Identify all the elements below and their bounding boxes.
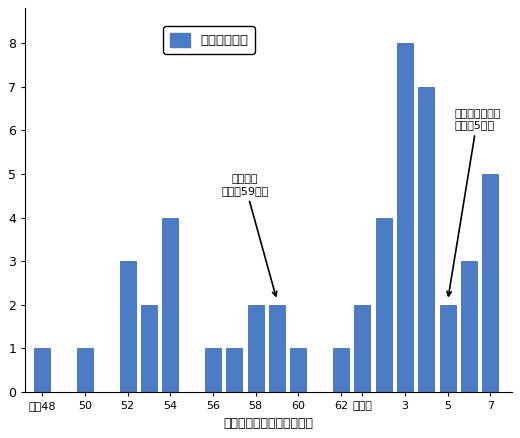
Bar <box>290 349 306 392</box>
Text: 閣議決定
（昭和59年）: 閣議決定 （昭和59年） <box>222 174 277 296</box>
Bar <box>141 305 157 392</box>
Bar <box>162 218 178 392</box>
Bar <box>375 218 392 392</box>
Bar <box>483 174 498 392</box>
Text: 環境基本法制定
（平成5年）: 環境基本法制定 （平成5年） <box>447 109 500 296</box>
Bar <box>419 87 434 392</box>
X-axis label: 現行の条例・要綱の公布年: 現行の条例・要綱の公布年 <box>224 417 314 430</box>
Bar <box>354 305 370 392</box>
Legend: 条例・要綱数: 条例・要綱数 <box>163 26 255 54</box>
Bar <box>205 349 221 392</box>
Bar <box>77 349 93 392</box>
Bar <box>226 349 242 392</box>
Bar <box>333 349 349 392</box>
Bar <box>461 261 477 392</box>
Bar <box>269 305 285 392</box>
Bar <box>440 305 456 392</box>
Bar <box>120 261 136 392</box>
Bar <box>34 349 50 392</box>
Bar <box>397 43 413 392</box>
Bar <box>248 305 264 392</box>
